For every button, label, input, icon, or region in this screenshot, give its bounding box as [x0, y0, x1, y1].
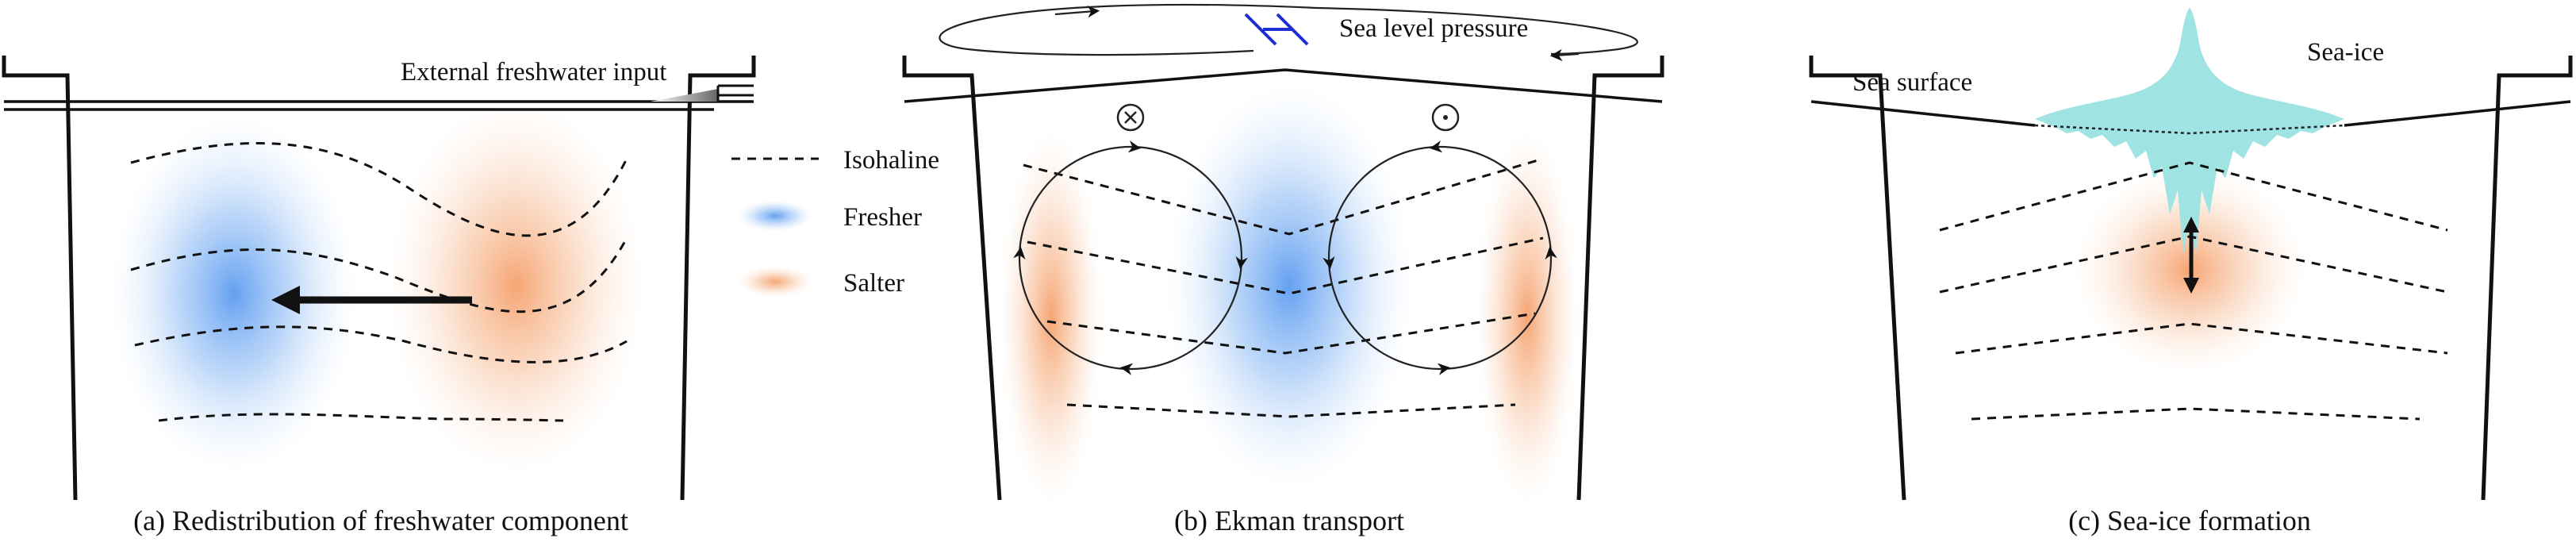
legend-fresher-label: Fresher — [843, 203, 922, 232]
panel-a-basin-wall — [2, 56, 756, 501]
panel-a-isohalines — [130, 142, 628, 422]
panel-c: Sea surface Sea-ice (c) Sea-ice formatio… — [1809, 8, 2573, 536]
panel-b-salter-right — [1476, 131, 1579, 504]
label-freshwater-input: External freshwater input — [401, 58, 666, 86]
panel-b-caption: (b) Ekman transport — [1174, 505, 1404, 536]
panel-a-caption: (a) Redistribution of freshwater compone… — [133, 505, 628, 536]
legend-salter: Salter — [737, 266, 904, 298]
legend-isohaline-label: Isohaline — [843, 146, 939, 175]
ekman-circulation-right — [1323, 140, 1557, 375]
legend-salter-label: Salter — [843, 269, 904, 298]
panel-b: Sea level pressure — [902, 3, 1664, 536]
panel-a-fresher-blob — [111, 115, 357, 472]
label-sea-surface: Sea surface — [1852, 68, 1972, 97]
panel-c-caption: (c) Sea-ice formation — [2068, 505, 2311, 536]
pressure-symbol-icon — [1244, 13, 1309, 46]
legend: Isohaline Fresher Salter — [731, 146, 939, 298]
label-sea-ice: Sea-ice — [2307, 38, 2384, 67]
ekman-circulation-left — [1013, 140, 1248, 375]
panel-b-fresher-center — [1166, 83, 1412, 488]
wind-out-of-page-icon — [1431, 103, 1460, 132]
panel-a: External freshwater input (a) Redistribu… — [2, 56, 756, 536]
panel-b-basin-wall — [902, 56, 1664, 501]
legend-isohaline: Isohaline — [731, 146, 939, 175]
label-sea-level-pressure: Sea level pressure — [1339, 14, 1528, 43]
panel-a-salter-blob — [389, 99, 643, 472]
panel-b-sea-surface — [904, 68, 1663, 103]
panel-b-salter-left — [1000, 131, 1103, 504]
legend-fresher: Fresher — [737, 200, 922, 232]
sea-ice-base-line — [2034, 124, 2345, 135]
panel-c-sea-surface — [1810, 100, 2036, 127]
sea-ice-icon — [2035, 8, 2344, 254]
pressure-loop — [939, 3, 1638, 62]
panel-b-isohalines — [1023, 157, 1544, 418]
freshwater-input-pipe — [651, 84, 754, 102]
wind-into-page-icon — [1116, 103, 1145, 132]
panel-c-basin-wall — [1809, 56, 2573, 501]
